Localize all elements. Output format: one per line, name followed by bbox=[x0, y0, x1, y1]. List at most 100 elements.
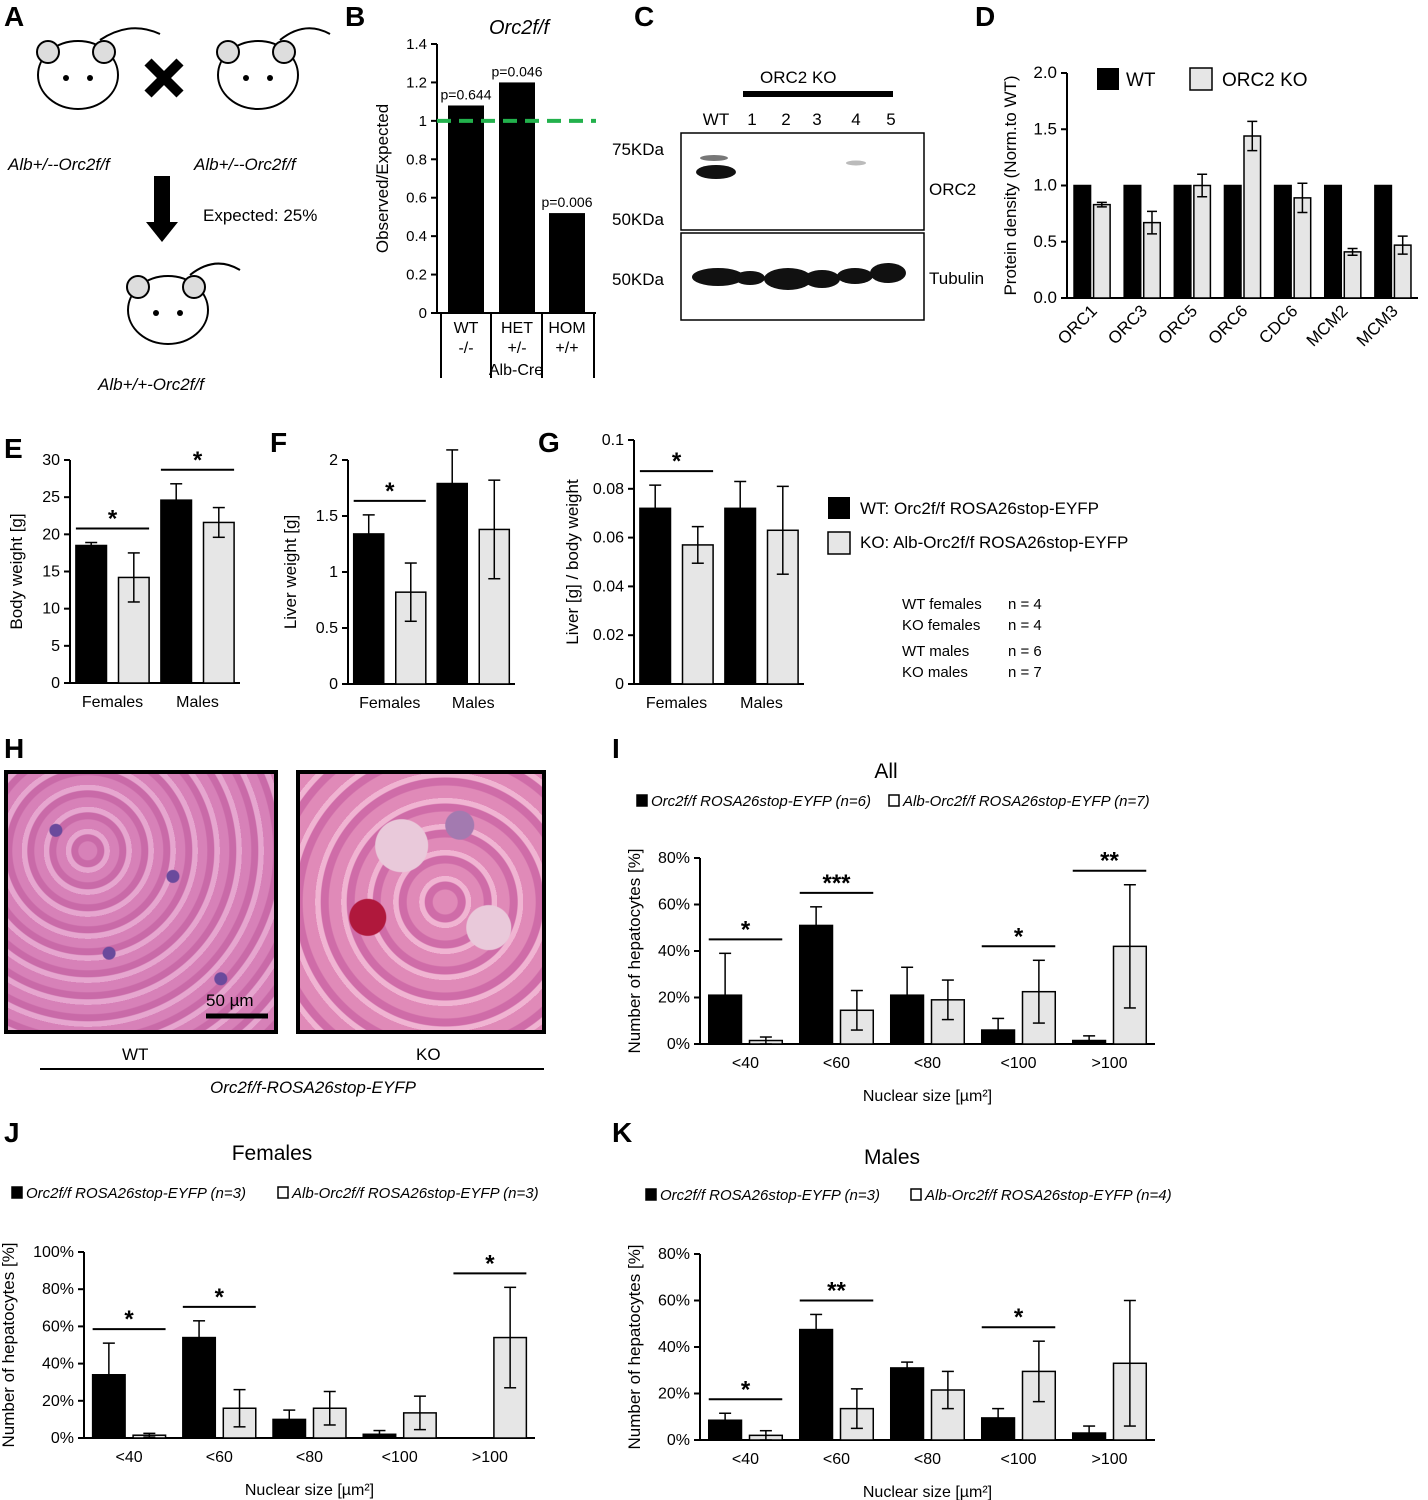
legend-swatch bbox=[888, 794, 900, 807]
legend-label: Orc2f/f ROSA26stop-EYFP (n=3) bbox=[660, 1187, 880, 1204]
x-tick-label: <40 bbox=[732, 1451, 759, 1468]
bar bbox=[930, 1389, 966, 1441]
bar bbox=[1193, 184, 1212, 299]
panel-label-c: C bbox=[634, 1, 654, 32]
histology-wt-label: WT bbox=[122, 1045, 148, 1064]
chart-i: 0% 20% 40% 60% 80% Number of hepatocytes [%] <… bbox=[625, 760, 1155, 1105]
y-tick-label: 60% bbox=[42, 1318, 74, 1335]
orc2-band-wt bbox=[696, 165, 736, 179]
bar bbox=[160, 499, 193, 684]
x-tick-label: <80 bbox=[914, 1055, 941, 1072]
chart-g: 0 0.02 0.04 0.06 0.08 0.1 Liver [g] / body wei… bbox=[563, 432, 804, 712]
y-tick-label: 0.02 bbox=[593, 627, 624, 644]
bar bbox=[448, 105, 484, 313]
blot-lane-label: 5 bbox=[886, 110, 895, 129]
x-tick-label: Females bbox=[359, 695, 420, 712]
panel-label-f: F bbox=[270, 427, 287, 458]
significance-stars: * bbox=[741, 916, 751, 943]
p-value-label: p=0.006 bbox=[542, 194, 593, 210]
y-tick-label: 0.2 bbox=[406, 267, 427, 284]
y-tick-label: 40% bbox=[658, 1339, 690, 1356]
n-table-value: n = 4 bbox=[1008, 596, 1042, 613]
bar bbox=[1243, 135, 1262, 299]
x-tick-label: Females bbox=[82, 694, 143, 711]
x-tick-label: -/- bbox=[458, 340, 473, 357]
significance-stars: * bbox=[193, 447, 203, 474]
y-tick-label: 0.1 bbox=[602, 432, 624, 449]
bar bbox=[499, 82, 535, 313]
significance-stars: * bbox=[215, 1284, 225, 1311]
n-table-label: KO males bbox=[902, 664, 968, 681]
parent2-genotype: Alb+/--Orc2f/f bbox=[193, 155, 298, 174]
x-tick-label: Males bbox=[452, 695, 495, 712]
n-table-label: KO females bbox=[902, 617, 980, 634]
scale-bar-label: 50 µm bbox=[206, 991, 254, 1010]
y-tick-label: 0.04 bbox=[593, 578, 624, 595]
legend-ko-swatch bbox=[827, 531, 851, 555]
chart-j: 0% 20% 40% 60% 80% 100% Number of hepatocytes … bbox=[0, 1142, 539, 1499]
blot-lane-label: 4 bbox=[851, 110, 860, 129]
legend-swatch bbox=[1189, 67, 1213, 91]
significance-stars: * bbox=[741, 1376, 751, 1403]
y-tick-label: 1.0 bbox=[1033, 176, 1057, 195]
y-tick-label: 0 bbox=[51, 675, 60, 692]
cross-icon bbox=[144, 58, 184, 98]
y-tick-label: 5 bbox=[51, 638, 60, 655]
panel-label-h: H bbox=[4, 733, 24, 764]
bar bbox=[798, 924, 834, 1045]
x-tick-label: Males bbox=[176, 694, 219, 711]
chart-title: Orc2f/f bbox=[489, 17, 551, 39]
bar bbox=[1374, 184, 1393, 299]
x-axis-label: Nuclear size [µm²] bbox=[863, 1484, 992, 1500]
x-tick-label: <80 bbox=[296, 1449, 323, 1466]
y-tick-label: 20% bbox=[658, 990, 690, 1007]
x-tick-label: <100 bbox=[1000, 1055, 1036, 1072]
y-tick-label: 80% bbox=[42, 1281, 74, 1298]
histology-ko-image bbox=[296, 770, 546, 1034]
x-tick-label: Females bbox=[646, 695, 707, 712]
bar bbox=[681, 544, 714, 685]
significance-stars: * bbox=[672, 448, 682, 475]
legend-swatch bbox=[277, 1186, 289, 1199]
y-tick-label: 30 bbox=[42, 452, 60, 469]
x-tick-label: HOM bbox=[548, 320, 585, 337]
y-tick-label: 20% bbox=[42, 1393, 74, 1410]
legend-swatch bbox=[1097, 68, 1119, 90]
x-tick-label: ORC3 bbox=[1104, 301, 1151, 348]
panel-label-d: D bbox=[975, 1, 995, 32]
y-tick-label: 80% bbox=[658, 850, 690, 867]
x-axis-label: Nuclear size [µm²] bbox=[863, 1088, 992, 1105]
significance-stars: ** bbox=[1100, 848, 1119, 875]
y-tick-label: 80% bbox=[658, 1246, 690, 1263]
sample-size-table: WT females n = 4 KO females n = 4 WT mal… bbox=[902, 596, 1042, 681]
n-table-value: n = 4 bbox=[1008, 617, 1042, 634]
legend-label: WT bbox=[1126, 70, 1156, 91]
parent1-genotype: Alb+/--Orc2f/f bbox=[7, 155, 112, 174]
x-tick-label: CDC6 bbox=[1255, 301, 1301, 347]
marker-50kda-orc2: 50KDa bbox=[612, 210, 665, 229]
x-tick-label: HET bbox=[501, 320, 533, 337]
y-tick-label: 1.5 bbox=[1033, 119, 1057, 138]
bar bbox=[1323, 184, 1343, 299]
x-tick-label: MCM2 bbox=[1303, 301, 1352, 350]
y-axis-label: Liver weight [g] bbox=[281, 515, 300, 629]
y-tick-label: 0% bbox=[667, 1036, 690, 1053]
y-tick-label: 40% bbox=[42, 1356, 74, 1373]
chart-title: Females bbox=[232, 1142, 313, 1165]
x-tick-label: +/- bbox=[507, 340, 526, 357]
x-tick-label: Males bbox=[740, 695, 783, 712]
bar bbox=[1223, 184, 1242, 299]
x-tick-label: ORC6 bbox=[1204, 301, 1251, 348]
y-tick-label: 0.06 bbox=[593, 530, 624, 547]
chart-e: 0 5 10 15 20 25 30 Body weight [g] Females * Males… bbox=[7, 447, 240, 711]
legend-label: Alb-Orc2f/f ROSA26stop-EYFP (n=3) bbox=[291, 1185, 539, 1202]
marker-50kda-tubulin: 50KDa bbox=[612, 270, 665, 289]
y-tick-label: 2.0 bbox=[1033, 63, 1057, 82]
y-tick-label: 60% bbox=[658, 897, 690, 914]
x-tick-label: +/+ bbox=[555, 340, 578, 357]
chart-title: Males bbox=[864, 1146, 920, 1169]
x-tick-label: <60 bbox=[823, 1055, 850, 1072]
y-tick-label: 0.5 bbox=[1033, 232, 1057, 251]
y-axis-label: Number of hepatocytes [%] bbox=[625, 848, 644, 1053]
